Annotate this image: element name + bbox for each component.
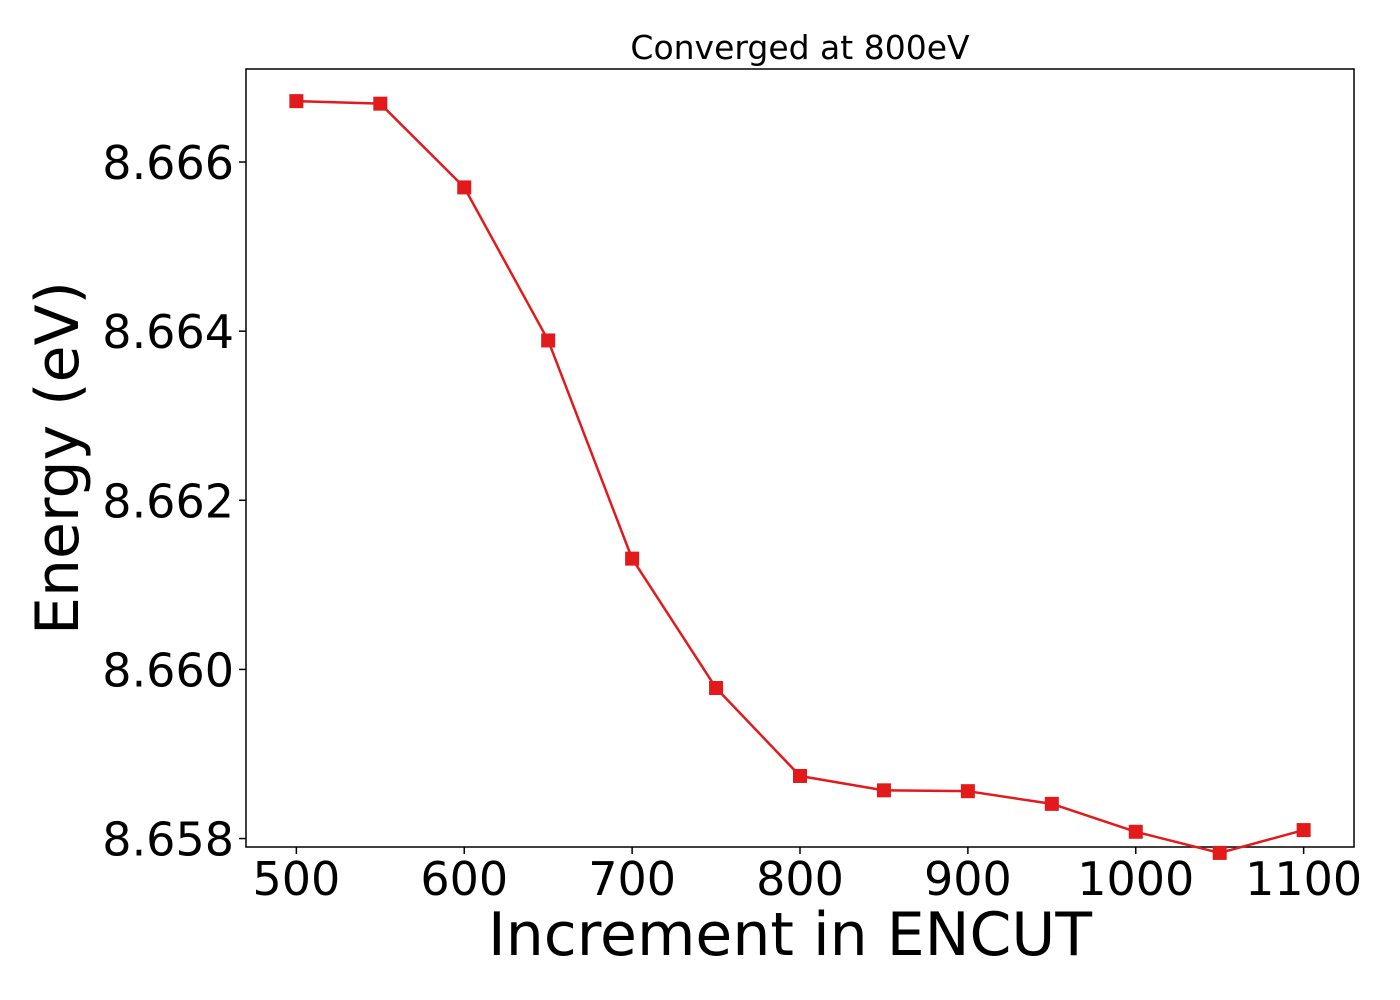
y-tick-label: 8.666	[102, 136, 234, 190]
series-layer	[289, 94, 1311, 860]
x-tick-label: 700	[588, 852, 676, 906]
x-tick-label: 500	[252, 852, 340, 906]
x-axis: 500 600 700 800 900 1000 1100	[252, 847, 1362, 906]
y-tick-label: 8.662	[102, 474, 234, 528]
data-point-marker	[960, 784, 975, 799]
data-point-marker	[1128, 824, 1143, 839]
x-tick-label: 1000	[1077, 852, 1194, 906]
data-point-marker	[625, 551, 640, 566]
data-point-marker	[541, 333, 556, 348]
data-point-marker	[1044, 796, 1059, 811]
data-point-marker	[876, 783, 891, 798]
x-tick-label: 1100	[1245, 852, 1362, 906]
x-tick-label: 600	[420, 852, 508, 906]
data-point-marker	[793, 768, 807, 783]
plot-area	[245, 68, 1355, 848]
data-point-marker	[1296, 823, 1311, 838]
data-point-marker	[373, 96, 388, 111]
y-axis: 8.658 8.660 8.662 8.664 8.666	[102, 136, 246, 867]
chart-title: Converged at 800eV	[630, 28, 970, 67]
y-axis-label: Energy (eV)	[23, 281, 93, 635]
plot-frame	[245, 68, 1355, 848]
data-point-marker	[1212, 845, 1227, 860]
data-point-marker	[289, 94, 304, 109]
data-point-marker	[457, 180, 472, 195]
y-tick-label: 8.664	[102, 305, 234, 359]
x-axis-label: Increment in ENCUT	[488, 900, 1092, 970]
series-line	[296, 99, 1304, 855]
y-tick-label: 8.658	[102, 813, 234, 867]
y-tick-label: 8.660	[102, 643, 234, 697]
data-point-marker	[709, 681, 724, 696]
x-tick-label: 800	[756, 852, 844, 906]
x-tick-label: 900	[924, 852, 1012, 906]
